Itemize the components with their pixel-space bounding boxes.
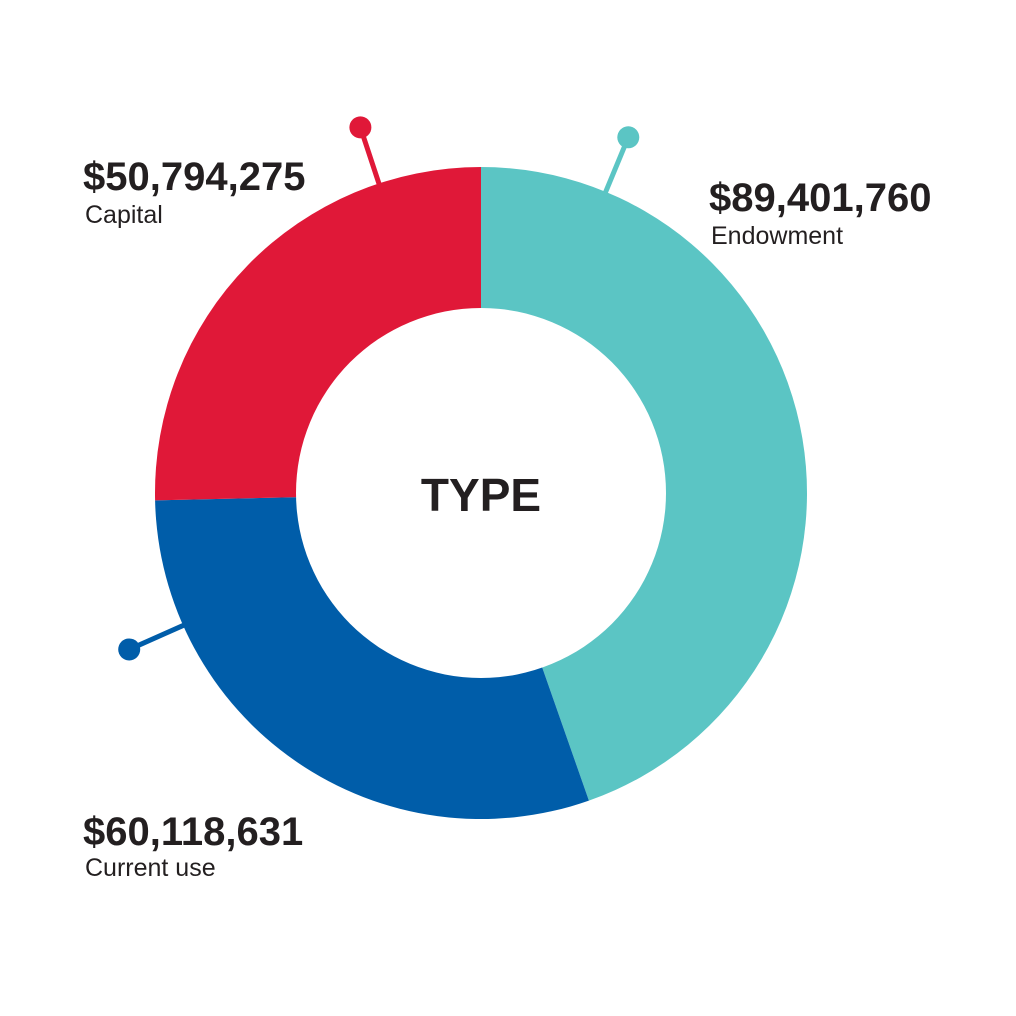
endowment-amount-label: $89,401,760 xyxy=(709,176,931,220)
endowment-category-label: Endowment xyxy=(711,222,843,250)
leader-lines xyxy=(118,116,640,661)
capital-amount-label: $50,794,275 xyxy=(83,155,305,199)
endowment-leader-dot xyxy=(617,126,640,149)
center-label: TYPE xyxy=(421,469,541,521)
current-use-leader-dot xyxy=(118,638,141,661)
current-use-category-label: Current use xyxy=(85,854,216,882)
current-use-amount-label: $60,118,631 xyxy=(83,810,303,854)
capital-leader-dot xyxy=(349,116,372,139)
donut-hole xyxy=(296,308,666,678)
capital-category-label: Capital xyxy=(85,201,163,229)
